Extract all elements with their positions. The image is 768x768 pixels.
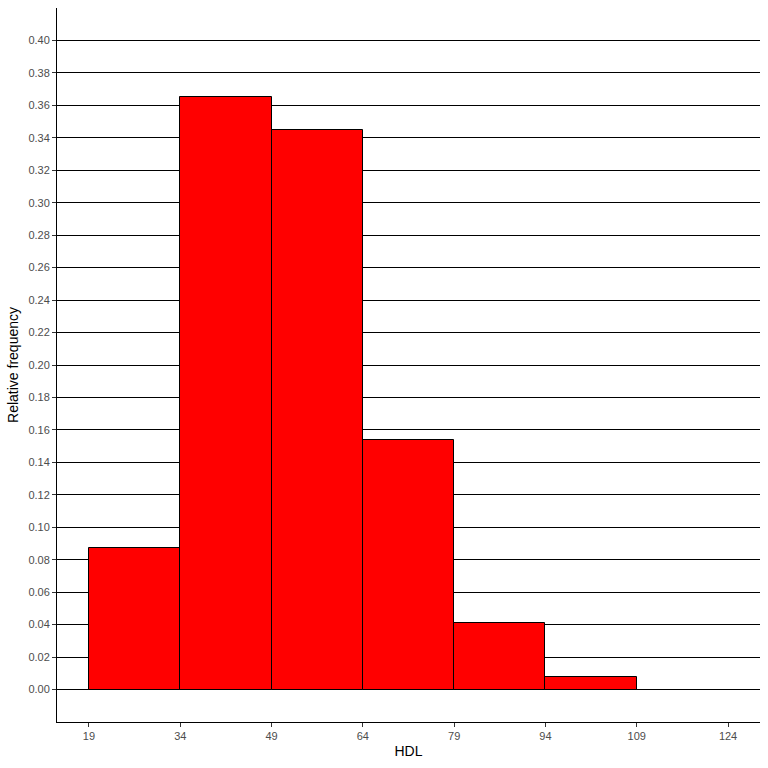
svg-text:0.10: 0.10 [28,521,49,533]
svg-text:0.06: 0.06 [28,586,49,598]
svg-text:79: 79 [448,730,460,742]
svg-text:0.08: 0.08 [28,554,49,566]
svg-text:0.02: 0.02 [28,651,49,663]
svg-text:0.00: 0.00 [28,683,49,695]
svg-text:0.16: 0.16 [28,424,49,436]
svg-text:49: 49 [265,730,277,742]
svg-text:0.32: 0.32 [28,164,49,176]
svg-text:94: 94 [539,730,551,742]
svg-text:0.40: 0.40 [28,34,49,46]
svg-text:64: 64 [357,730,369,742]
svg-text:0.30: 0.30 [28,197,49,209]
svg-text:HDL: HDL [394,743,422,759]
svg-text:0.14: 0.14 [28,456,49,468]
svg-text:0.18: 0.18 [28,391,49,403]
svg-text:0.28: 0.28 [28,229,49,241]
svg-text:19: 19 [83,730,95,742]
svg-text:0.26: 0.26 [28,261,49,273]
svg-text:124: 124 [719,730,737,742]
svg-text:0.34: 0.34 [28,132,49,144]
svg-text:109: 109 [628,730,646,742]
svg-text:0.36: 0.36 [28,99,49,111]
svg-text:0.22: 0.22 [28,326,49,338]
svg-text:0.12: 0.12 [28,489,49,501]
svg-text:0.24: 0.24 [28,294,49,306]
svg-text:0.38: 0.38 [28,67,49,79]
svg-text:Relative frequency: Relative frequency [5,307,21,423]
svg-text:0.04: 0.04 [28,618,49,630]
svg-text:0.20: 0.20 [28,359,49,371]
svg-text:34: 34 [174,730,186,742]
